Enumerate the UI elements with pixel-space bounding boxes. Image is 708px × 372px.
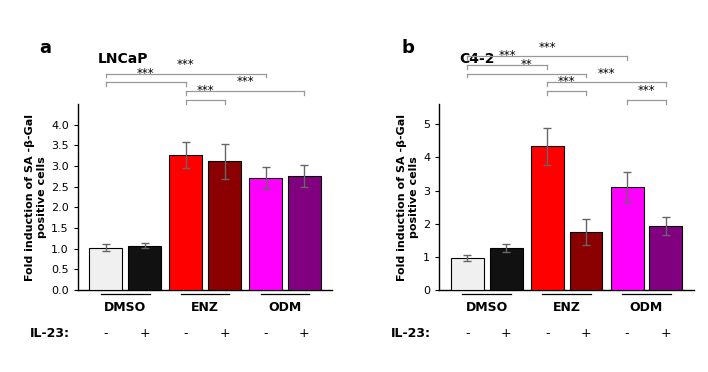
Text: +: +	[661, 327, 671, 340]
Text: ***: ***	[598, 67, 615, 80]
Text: ODM: ODM	[268, 301, 302, 314]
Text: -: -	[545, 327, 549, 340]
Text: **: **	[521, 58, 532, 71]
Text: -: -	[103, 327, 108, 340]
Text: ODM: ODM	[630, 301, 663, 314]
Bar	[208, 161, 241, 290]
Text: ENZ: ENZ	[191, 301, 219, 314]
Text: ENZ: ENZ	[552, 301, 581, 314]
Text: IL-23:: IL-23:	[391, 327, 431, 340]
Text: +: +	[581, 327, 591, 340]
Text: -: -	[465, 327, 469, 340]
Text: LNCaP: LNCaP	[98, 52, 149, 66]
Text: +: +	[139, 327, 150, 340]
Bar	[249, 178, 282, 290]
Text: ***: ***	[236, 75, 254, 88]
Bar	[451, 258, 484, 290]
Text: -: -	[183, 327, 188, 340]
Text: ***: ***	[558, 75, 576, 88]
Bar	[569, 232, 603, 290]
Text: ***: ***	[177, 58, 195, 71]
Bar	[490, 248, 523, 290]
Y-axis label: Fold induction of SA -β-Gal
positive cells: Fold induction of SA -β-Gal positive cel…	[25, 114, 47, 280]
Text: -: -	[625, 327, 629, 340]
Text: -: -	[263, 327, 268, 340]
Text: ***: ***	[638, 84, 656, 97]
Bar	[89, 248, 122, 290]
Bar	[128, 246, 161, 290]
Text: b: b	[401, 39, 414, 57]
Bar	[649, 226, 683, 290]
Text: DMSO: DMSO	[104, 301, 147, 314]
Text: ***: ***	[538, 41, 556, 54]
Y-axis label: Fold induction of SA -β-Gal
positive cells: Fold induction of SA -β-Gal positive cel…	[397, 114, 419, 280]
Text: +: +	[219, 327, 230, 340]
Text: ***: ***	[498, 49, 516, 62]
Text: C4-2: C4-2	[459, 52, 495, 66]
Text: +: +	[299, 327, 309, 340]
Text: IL-23:: IL-23:	[30, 327, 69, 340]
Text: DMSO: DMSO	[466, 301, 508, 314]
Bar	[531, 146, 564, 290]
Bar	[288, 176, 321, 290]
Bar	[610, 187, 644, 290]
Text: +: +	[501, 327, 511, 340]
Text: ***: ***	[137, 67, 154, 80]
Text: ***: ***	[196, 84, 214, 97]
Bar	[169, 155, 202, 290]
Text: a: a	[40, 39, 52, 57]
